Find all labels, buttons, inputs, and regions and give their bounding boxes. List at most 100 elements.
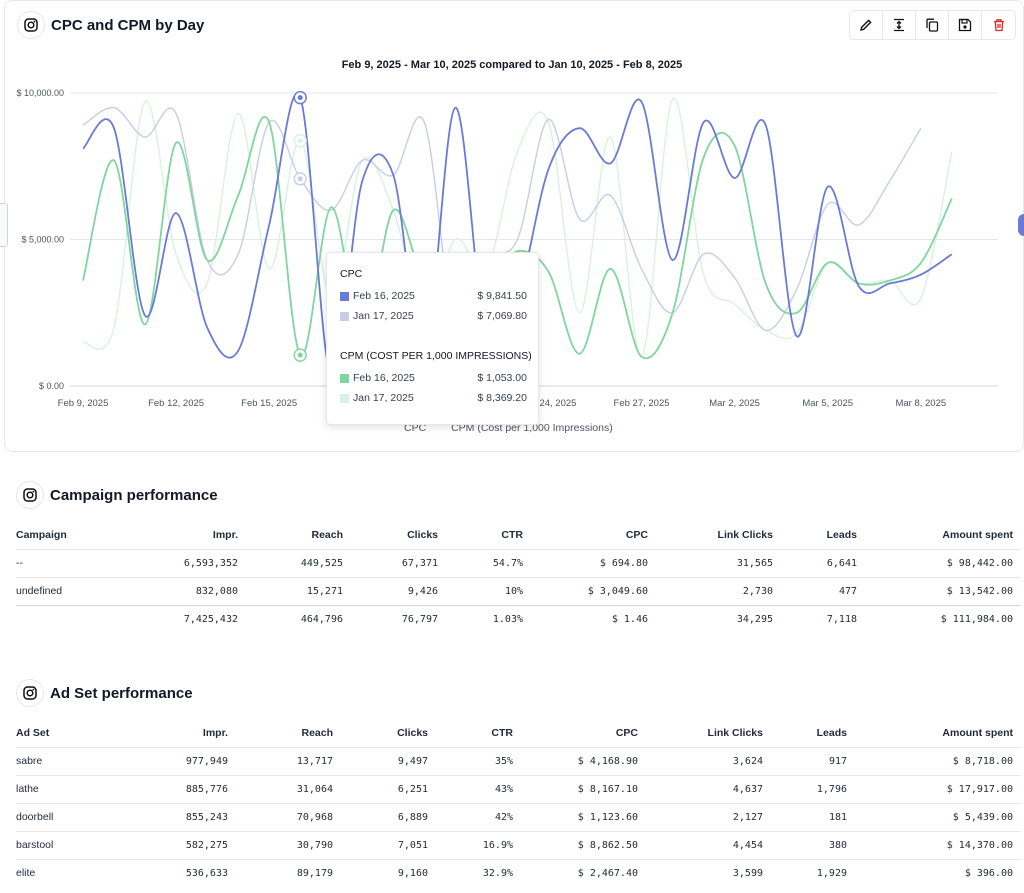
table-cell: 13,717 (236, 746, 341, 775)
chart-legend: CPC CPM (Cost per 1,000 Impressions) (392, 422, 613, 434)
table-cell: lathe (16, 774, 136, 803)
campaign-table: Campaign Impr. Reach Clicks CTR CPC Link… (16, 521, 1021, 633)
adset-table: Ad Set Impr. Reach Clicks CTR CPC Link C… (16, 719, 1021, 887)
table-row[interactable]: lathe 885,776 31,064 6,251 43% $ 8,167.1… (16, 774, 1021, 803)
table-cell: 76,797 (351, 604, 446, 633)
table-cell: 181 (771, 802, 855, 831)
table-cell: 6,251 (341, 774, 436, 803)
hover-marker-dot (297, 176, 303, 182)
col-header[interactable]: Reach (301, 726, 333, 739)
col-header[interactable]: Ad Set (16, 726, 50, 739)
col-header[interactable]: Link Clicks (707, 726, 763, 739)
table-row[interactable]: sabre 977,949 13,717 9,497 35% $ 4,168.9… (16, 746, 1021, 775)
table-cell: 31,064 (236, 774, 341, 803)
drag-handle[interactable] (0, 203, 8, 247)
table-cell: 477 (781, 576, 865, 605)
x-tick-label: Mar 5, 2025 (802, 398, 853, 409)
col-header[interactable]: CTR (491, 726, 513, 739)
chart-subtitle: Feb 9, 2025 - Mar 10, 2025 compared to J… (341, 59, 683, 71)
col-header[interactable]: Link Clicks (717, 528, 773, 541)
y-tick-label: $ 0.00 (39, 381, 64, 391)
edit-button[interactable] (850, 11, 883, 39)
table-cell: 7,425,432 (146, 604, 246, 633)
table-cell: 449,525 (246, 548, 351, 577)
table-cell: 9,160 (341, 858, 436, 887)
chart-toolbar (849, 10, 1016, 40)
table-cell: 2,127 (646, 802, 771, 831)
col-header[interactable]: Impr. (202, 726, 228, 739)
table-row[interactable]: elite 536,633 89,179 9,160 32.9% $ 2,467… (16, 858, 1021, 887)
table-header-row: Campaign Impr. Reach Clicks CTR CPC Link… (16, 521, 1021, 549)
tooltip-date: Jan 17, 2025 (353, 392, 414, 404)
col-header[interactable]: Impr. (212, 528, 238, 541)
x-tick-label: Feb 27, 2025 (614, 398, 670, 409)
table-cell: $ 2,467.40 (521, 858, 646, 887)
col-header[interactable]: CPC (625, 528, 648, 541)
legend-item-cpc[interactable]: CPC (404, 422, 427, 434)
table-cell: 855,243 (136, 802, 236, 831)
table-cell: 536,633 (136, 858, 236, 887)
table-cell: 1.03% (446, 604, 531, 633)
tooltip-row: Feb 16, 2025 $ 1,053.00 (340, 372, 527, 386)
table-cell: 54.7% (446, 548, 531, 577)
y-tick-label: $ 10,000.00 (16, 88, 64, 98)
pencil-icon (860, 19, 872, 31)
side-toggle[interactable] (1018, 214, 1024, 236)
table-cell: doorbell (16, 802, 136, 831)
copy-icon (926, 18, 939, 32)
col-header[interactable]: Leads (816, 726, 847, 739)
table-cell: 977,949 (136, 746, 236, 775)
table-cell: sabre (16, 746, 136, 775)
chart-title: CPC and CPM by Day (51, 17, 205, 34)
table-cell: $ 1,123.60 (521, 802, 646, 831)
series-swatch (340, 312, 349, 321)
instagram-icon (17, 11, 45, 39)
delete-button[interactable] (982, 11, 1015, 39)
table-cell: 35% (436, 746, 521, 775)
table-cell: 6,641 (781, 548, 865, 577)
table-cell: 34,295 (656, 604, 781, 633)
col-header[interactable]: CPC (615, 726, 638, 739)
tooltip-row: Jan 17, 2025 $ 7,069.80 (340, 310, 527, 324)
col-header[interactable]: Reach (311, 528, 343, 541)
col-header[interactable]: Amount spent (942, 528, 1013, 541)
table-cell: 15,271 (246, 576, 351, 605)
instagram-icon (16, 481, 44, 509)
table-cell: 7,051 (341, 830, 436, 859)
tooltip-date: Jan 17, 2025 (353, 310, 414, 322)
table-row[interactable]: -- 6,593,352 449,525 67,371 54.7% $ 694.… (16, 548, 1021, 577)
hover-marker-dot (297, 138, 303, 144)
legend-item-cpm[interactable]: CPM (Cost per 1,000 Impressions) (451, 422, 613, 434)
resize-vertical-icon (894, 18, 904, 32)
table-cell: 1,796 (771, 774, 855, 803)
tooltip-group-cpc: CPC (340, 268, 363, 280)
table-cell: 31,565 (656, 548, 781, 577)
table-row[interactable]: barstool 582,275 30,790 7,051 16.9% $ 8,… (16, 830, 1021, 859)
table-total-row: 7,425,432 464,796 76,797 1.03% $ 1.46 34… (16, 604, 1021, 633)
tooltip-value: $ 8,369.20 (477, 392, 527, 404)
table-cell: 9,497 (341, 746, 436, 775)
col-header[interactable]: CTR (501, 528, 523, 541)
save-button[interactable] (949, 11, 982, 39)
table-cell: 9,426 (351, 576, 446, 605)
table-row[interactable]: doorbell 855,243 70,968 6,889 42% $ 1,12… (16, 802, 1021, 831)
x-tick-label: Mar 8, 2025 (895, 398, 946, 409)
resize-button[interactable] (883, 11, 916, 39)
x-tick-label: Feb 24, 2025 (520, 398, 576, 409)
series-swatch (340, 292, 349, 301)
table-cell: 885,776 (136, 774, 236, 803)
x-tick-label: Feb 12, 2025 (148, 398, 204, 409)
col-header[interactable]: Campaign (16, 528, 67, 541)
col-header[interactable]: Leads (826, 528, 857, 541)
table-cell: $ 98,442.00 (865, 548, 1021, 577)
table-cell: $ 13,542.00 (865, 576, 1021, 605)
tooltip-row: Jan 17, 2025 $ 8,369.20 (340, 392, 527, 406)
table-cell: 464,796 (246, 604, 351, 633)
col-header[interactable]: Clicks (397, 726, 428, 739)
col-header[interactable]: Amount spent (942, 726, 1013, 739)
table-cell: 42% (436, 802, 521, 831)
col-header[interactable]: Clicks (407, 528, 438, 541)
copy-button[interactable] (916, 11, 949, 39)
table-row[interactable]: undefined 832,080 15,271 9,426 10% $ 3,0… (16, 576, 1021, 605)
table-cell: 32.9% (436, 858, 521, 887)
